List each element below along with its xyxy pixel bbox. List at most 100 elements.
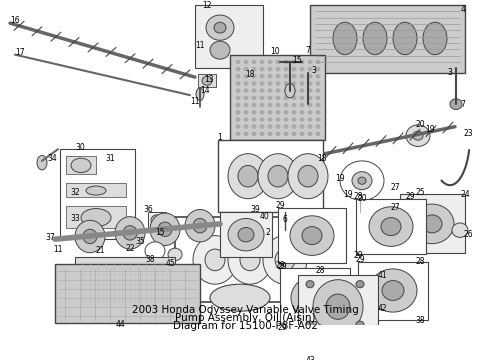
- Ellipse shape: [340, 161, 384, 201]
- Ellipse shape: [358, 177, 366, 184]
- Ellipse shape: [244, 111, 248, 114]
- Text: 40: 40: [259, 212, 269, 221]
- Bar: [218, 140, 323, 212]
- Text: 45: 45: [165, 259, 175, 268]
- Ellipse shape: [284, 89, 288, 93]
- Ellipse shape: [244, 60, 248, 64]
- Text: 29: 29: [275, 261, 285, 270]
- Ellipse shape: [260, 75, 264, 78]
- Ellipse shape: [276, 118, 280, 121]
- Ellipse shape: [168, 248, 182, 261]
- Ellipse shape: [292, 75, 296, 78]
- Text: 24: 24: [460, 190, 470, 199]
- Ellipse shape: [284, 60, 288, 64]
- Ellipse shape: [284, 75, 288, 78]
- Ellipse shape: [260, 67, 264, 71]
- Ellipse shape: [83, 229, 97, 244]
- Ellipse shape: [316, 111, 320, 114]
- Ellipse shape: [228, 235, 272, 284]
- Ellipse shape: [316, 67, 320, 71]
- Text: 29: 29: [353, 251, 363, 260]
- Ellipse shape: [276, 89, 280, 93]
- Ellipse shape: [236, 118, 240, 121]
- Text: 39: 39: [250, 205, 260, 214]
- Ellipse shape: [252, 96, 256, 100]
- Text: 31: 31: [105, 154, 115, 163]
- Ellipse shape: [71, 158, 91, 172]
- Ellipse shape: [238, 165, 258, 187]
- Ellipse shape: [276, 67, 280, 71]
- Bar: [310, 5, 465, 73]
- Ellipse shape: [284, 103, 288, 107]
- Ellipse shape: [260, 118, 264, 121]
- Ellipse shape: [252, 82, 256, 85]
- Ellipse shape: [292, 118, 296, 121]
- Ellipse shape: [284, 132, 288, 136]
- Ellipse shape: [356, 321, 364, 328]
- Text: 29: 29: [277, 262, 287, 271]
- Text: 28: 28: [353, 192, 363, 201]
- Ellipse shape: [86, 186, 106, 195]
- Text: 15: 15: [292, 55, 302, 64]
- Ellipse shape: [228, 219, 264, 251]
- Ellipse shape: [252, 89, 256, 93]
- Ellipse shape: [288, 154, 328, 199]
- Ellipse shape: [268, 103, 272, 107]
- Ellipse shape: [292, 60, 296, 64]
- Bar: [356, 199, 426, 255]
- Bar: [175, 217, 305, 302]
- Ellipse shape: [284, 125, 288, 129]
- Ellipse shape: [308, 96, 312, 100]
- Text: 12: 12: [202, 1, 212, 10]
- Ellipse shape: [291, 276, 339, 319]
- Ellipse shape: [238, 228, 254, 242]
- Text: 20: 20: [357, 194, 367, 203]
- Bar: [358, 262, 428, 320]
- Ellipse shape: [268, 82, 272, 85]
- Ellipse shape: [236, 111, 240, 114]
- Ellipse shape: [452, 223, 468, 237]
- Text: 4: 4: [461, 5, 465, 14]
- Text: 35: 35: [135, 237, 145, 246]
- Ellipse shape: [300, 125, 304, 129]
- Ellipse shape: [236, 60, 240, 64]
- Text: 25: 25: [415, 188, 425, 197]
- Ellipse shape: [260, 96, 264, 100]
- Ellipse shape: [275, 249, 295, 271]
- Ellipse shape: [300, 89, 304, 93]
- Text: 3: 3: [312, 66, 317, 75]
- Text: 28: 28: [415, 257, 425, 266]
- Text: 29: 29: [405, 192, 415, 201]
- Ellipse shape: [284, 111, 288, 114]
- Ellipse shape: [151, 215, 163, 226]
- Text: 1: 1: [218, 133, 222, 142]
- Bar: [75, 257, 175, 307]
- Ellipse shape: [214, 22, 226, 33]
- Bar: [280, 268, 350, 327]
- Ellipse shape: [252, 111, 256, 114]
- Text: 22: 22: [125, 244, 135, 253]
- Bar: [220, 212, 272, 257]
- Ellipse shape: [236, 132, 240, 136]
- Ellipse shape: [316, 60, 320, 64]
- Bar: [400, 194, 465, 253]
- Ellipse shape: [276, 75, 280, 78]
- Ellipse shape: [308, 60, 312, 64]
- Ellipse shape: [308, 132, 312, 136]
- Ellipse shape: [276, 103, 280, 107]
- Ellipse shape: [260, 111, 264, 114]
- Text: 29: 29: [275, 201, 285, 210]
- Bar: [195, 5, 263, 68]
- Ellipse shape: [333, 22, 357, 55]
- Ellipse shape: [422, 215, 442, 233]
- Ellipse shape: [413, 131, 423, 140]
- Ellipse shape: [285, 84, 295, 98]
- Ellipse shape: [276, 60, 280, 64]
- Ellipse shape: [316, 132, 320, 136]
- Ellipse shape: [158, 222, 172, 237]
- Text: 7: 7: [461, 100, 465, 109]
- Ellipse shape: [268, 75, 272, 78]
- Text: 11: 11: [53, 246, 63, 255]
- Ellipse shape: [260, 103, 264, 107]
- Ellipse shape: [236, 125, 240, 129]
